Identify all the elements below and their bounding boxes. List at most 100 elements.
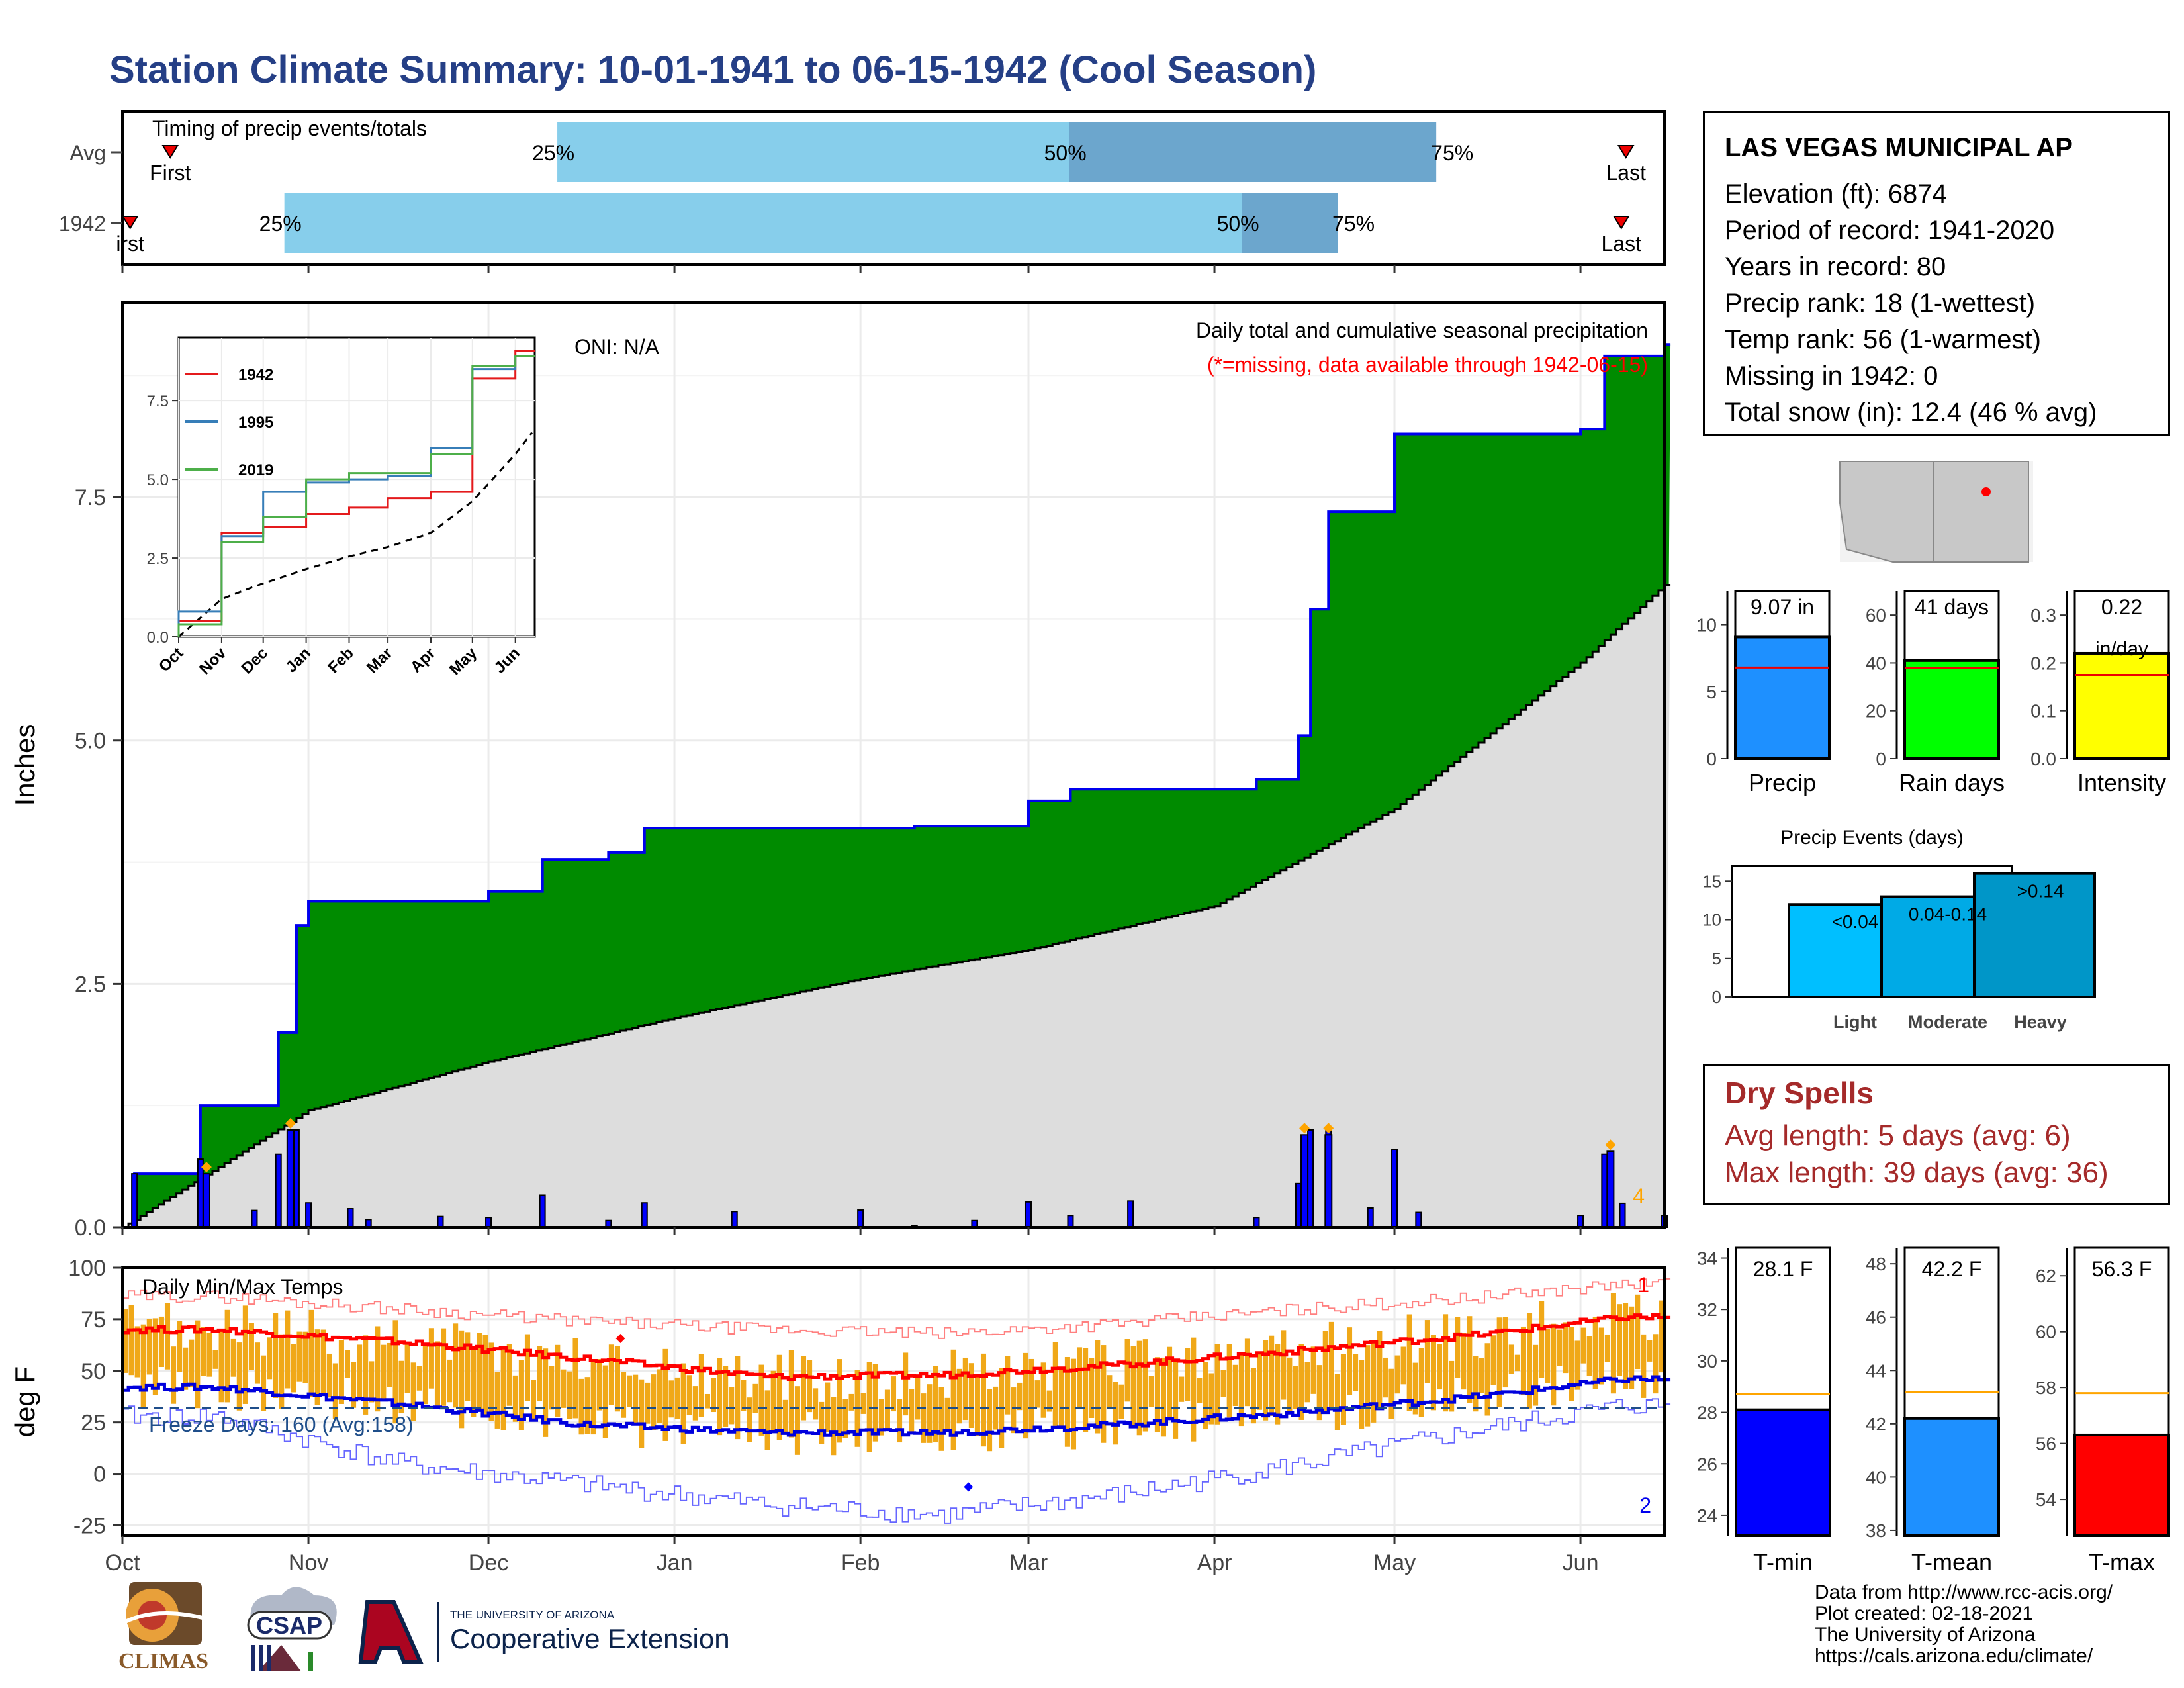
daily-temp-bar (668, 1380, 674, 1418)
daily-temp-bar (482, 1335, 488, 1416)
daily-temp-bar (212, 1350, 218, 1369)
daily-precip-bar (731, 1211, 738, 1228)
daily-temp-bar (1214, 1344, 1220, 1425)
daily-temp-bar (1185, 1348, 1191, 1401)
daily-temp-bar (1197, 1378, 1203, 1403)
daily-temp-bar (447, 1359, 453, 1403)
temp-bar-y-tick-label: 48 (1866, 1254, 1886, 1274)
timing-p50: 50% (1217, 212, 1259, 236)
daily-temp-bar (122, 1309, 128, 1373)
daily-temp-bar (332, 1363, 338, 1419)
daily-temp-bar (1551, 1323, 1557, 1406)
temp-bar-y-tick-label: 42 (1866, 1414, 1886, 1434)
daily-temp-bar (1226, 1344, 1232, 1418)
daily-temp-bar (477, 1333, 482, 1411)
daily-temp-bar (152, 1318, 158, 1395)
daily-temp-bar (1616, 1304, 1623, 1376)
daily-temp-bar (1142, 1339, 1148, 1432)
station-temp-rank: Temp rank: 56 (1-warmest) (1725, 325, 2041, 354)
summary-bar-name: Intensity (2077, 769, 2166, 796)
first-label: irst (116, 232, 144, 256)
daily-temp-bar (956, 1368, 962, 1424)
station-precip-rank: Precip rank: 18 (1-wettest) (1725, 289, 2036, 318)
snow-marker (201, 1162, 212, 1173)
first-label: First (150, 161, 191, 185)
dry-spells-box: Dry Spells Avg length: 5 days (avg: 6) M… (1703, 1064, 2170, 1205)
daily-temp-bar (872, 1364, 878, 1442)
dry-spells-title: Dry Spells (1725, 1076, 1874, 1110)
record-high-marker (615, 1334, 625, 1344)
temp-bar-fill (1735, 1408, 1831, 1537)
daily-temp-bar (741, 1380, 747, 1411)
daily-temp-bar (590, 1362, 596, 1435)
daily-temp-bar (927, 1384, 933, 1443)
daily-temp-bar (788, 1350, 794, 1438)
daily-temp-bar (944, 1397, 950, 1429)
daily-temp-bar (729, 1387, 735, 1425)
daily-temp-bar (1340, 1354, 1346, 1425)
daily-temp-bar (351, 1362, 357, 1408)
daily-temp-bar (1101, 1345, 1107, 1443)
inset-y-tick-label: 0.0 (147, 629, 169, 647)
daily-temp-bar (807, 1360, 813, 1413)
daily-temp-bar (512, 1375, 518, 1422)
daily-temp-bar (177, 1321, 183, 1372)
daily-temp-bar (1574, 1340, 1580, 1390)
daily-precip-bar (347, 1208, 354, 1229)
daily-precip-bar (1067, 1215, 1074, 1228)
daily-temp-bar (837, 1359, 842, 1443)
temp-bar-y-tick-label: 24 (1697, 1505, 1717, 1526)
daily-temp-bar (1011, 1387, 1017, 1434)
daily-temp-bar (938, 1387, 944, 1451)
daily-temp-bar (1148, 1376, 1154, 1407)
precip-summary-bar: 0.22 in/day 0.0 0.1 0.2 0.3 Intensity (2030, 590, 2170, 796)
daily-temp-bar (285, 1310, 291, 1389)
temp-bar-fill (1903, 1417, 2000, 1538)
daily-temp-bar (1113, 1382, 1118, 1445)
missing-note: (*=missing, data available through 1942-… (1207, 353, 1648, 377)
events-category: Heavy (2014, 1012, 2067, 1032)
daily-temp-bar (1580, 1327, 1586, 1364)
daily-temp-bar (567, 1371, 572, 1419)
daily-temp-bar (1610, 1293, 1616, 1394)
daily-temp-bar (909, 1389, 915, 1432)
daily-temp-bar (897, 1399, 903, 1443)
temp-bar-fill (2073, 1433, 2170, 1538)
daily-temp-bar (530, 1380, 537, 1421)
daily-temp-bar (1058, 1366, 1064, 1428)
events-bar (1973, 872, 2096, 999)
daily-temp-bar (1371, 1340, 1377, 1423)
daily-temp-bar (782, 1399, 788, 1432)
daily-temp-bar (1089, 1358, 1095, 1418)
temp-bar-y-tick-label: 58 (2036, 1378, 2056, 1398)
daily-temp-bar (500, 1350, 506, 1430)
daily-temp-bar (698, 1354, 704, 1417)
events-y-tick-label: 10 (1702, 910, 1721, 930)
summary-y-tick-label: 5 (1706, 682, 1717, 702)
daily-temp-bar (1220, 1370, 1226, 1397)
credit-line-4: https://cals.arizona.edu/climate/ (1815, 1645, 2093, 1667)
precip-panel: 0.0 2.5 5.0 7.5 Inches ONI: N/A Daily total an… (9, 301, 1671, 1241)
daily-precip-bar (485, 1217, 492, 1228)
temp-bar-name: T-mean (1911, 1548, 1992, 1575)
daily-temp-bar (273, 1313, 279, 1398)
temp-y-tick-label: -25 (73, 1513, 106, 1538)
daily-temp-bar (884, 1389, 890, 1429)
temp-bar-value: 56.3 F (2092, 1257, 2152, 1281)
station-location-dot (1981, 487, 1991, 496)
daily-temp-bar (921, 1393, 927, 1443)
count-bottom: 2 (1639, 1493, 1651, 1517)
daily-temp-bar (620, 1372, 627, 1418)
daily-temp-bar (140, 1324, 146, 1408)
precip-summary-bar: 41 days 0 20 40 60 Rain days (1866, 590, 2005, 796)
daily-temp-bar (183, 1347, 189, 1390)
daily-temp-bar (171, 1346, 177, 1404)
daily-temp-bar (1017, 1382, 1023, 1411)
summary-bar-fill (1903, 659, 2000, 760)
daily-temp-bar (662, 1348, 668, 1441)
temp-y-tick-label: 0 (93, 1462, 106, 1487)
daily-precip-bar (1606, 1150, 1615, 1228)
daily-temp-bar (1130, 1346, 1136, 1426)
events-bar-label: 0.04-0.14 (1909, 904, 1987, 925)
station-elevation: Elevation (ft): 6874 (1725, 179, 1947, 209)
